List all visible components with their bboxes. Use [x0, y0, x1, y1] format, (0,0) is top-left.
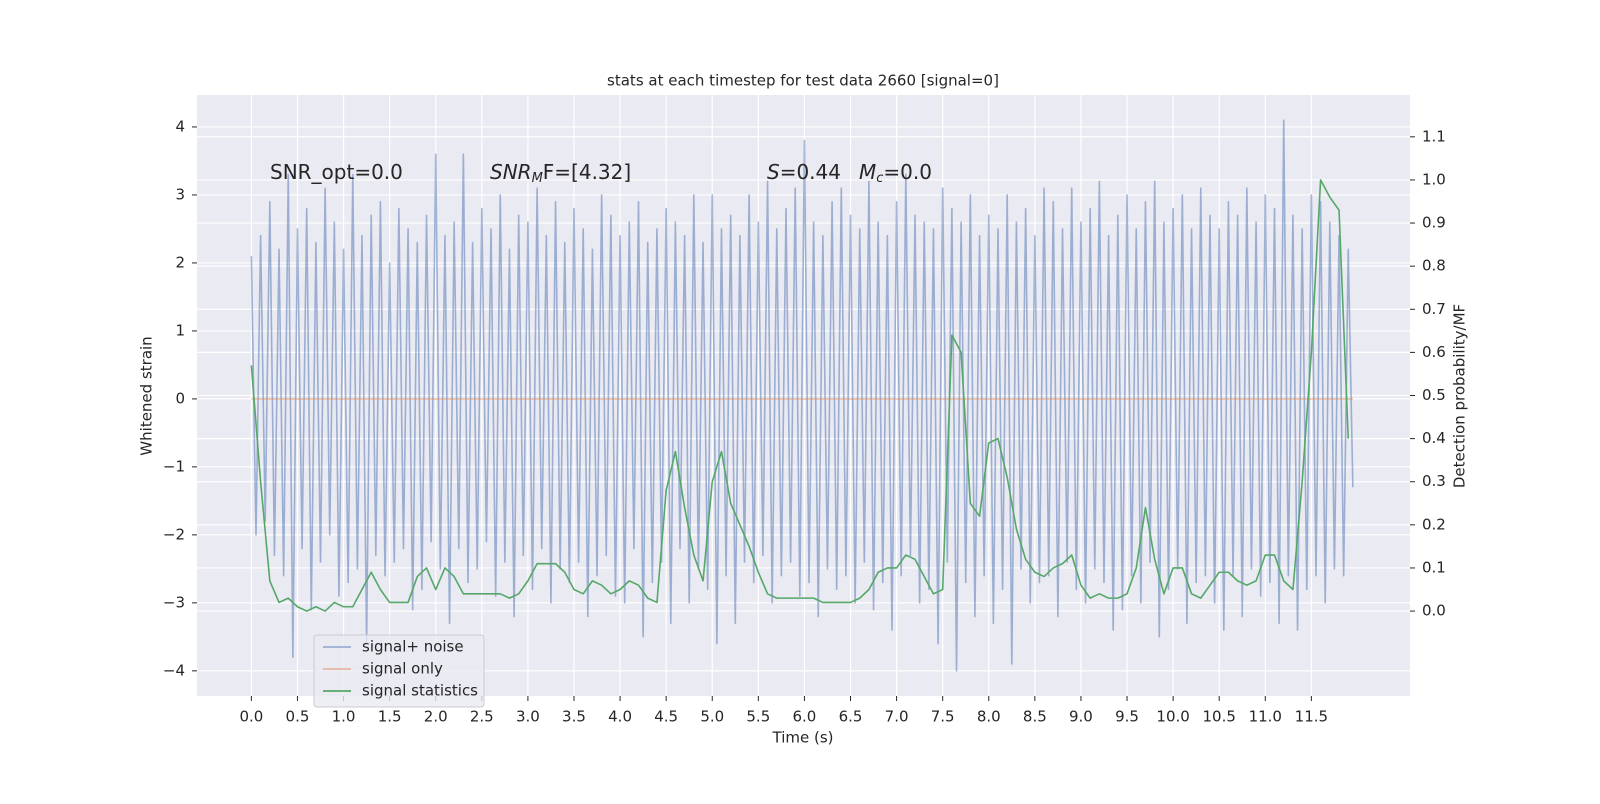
x-tick-label: 4.0: [608, 708, 632, 726]
x-tick-label: 11.0: [1249, 708, 1282, 726]
x-tick-label: 1.5: [378, 708, 402, 726]
y-tick-label: −3: [163, 593, 185, 611]
annotation: Mc=0.0: [859, 160, 932, 186]
y2-tick-label: 0.3: [1422, 472, 1446, 490]
legend-label: signal+ noise: [362, 638, 464, 656]
y2-tick-label: 0.1: [1422, 558, 1446, 576]
x-tick-label: 8.5: [1023, 708, 1047, 726]
x-tick-label: 9.5: [1115, 708, 1139, 726]
annotation: S=0.44: [767, 160, 841, 184]
x-tick-label: 8.0: [977, 708, 1001, 726]
x-tick-label: 7.5: [931, 708, 955, 726]
y2-tick-label: 0.2: [1422, 515, 1446, 533]
y-tick-label: 2: [175, 253, 185, 271]
legend-box: [313, 634, 485, 708]
y2-axis-label: Detection probability/MF: [1451, 304, 1469, 488]
grid: [197, 95, 1410, 696]
x-tick-label: 5.5: [746, 708, 770, 726]
x-tick-label: 1.0: [332, 708, 356, 726]
annotation-part: S: [767, 160, 780, 184]
annotation-part: SNR: [490, 160, 532, 184]
y2-tick-label: 0.5: [1422, 386, 1446, 404]
x-tick-label: 11.5: [1295, 708, 1328, 726]
annotation-part: =0.0: [883, 160, 932, 184]
x-tick-label: 4.5: [654, 708, 678, 726]
y2-tick-label: 0.9: [1422, 214, 1446, 232]
y-tick-label: −2: [163, 525, 185, 543]
annotation-part: M: [859, 160, 876, 184]
x-tick-label: 2.5: [470, 708, 494, 726]
annotation-part: c: [876, 171, 883, 186]
y2-tick-label: 1.1: [1422, 127, 1446, 145]
annotation: SNRMF=[4.32]: [490, 160, 631, 186]
y2-tick-label: 0.7: [1422, 300, 1446, 318]
y2-tick-label: 0.8: [1422, 257, 1446, 275]
x-tick-label: 0.5: [286, 708, 310, 726]
x-tick-label: 10.5: [1202, 708, 1235, 726]
annotation-part: =0.44: [780, 160, 841, 184]
y-tick-label: 0: [175, 389, 185, 407]
x-tick-label: 2.0: [424, 708, 448, 726]
annotation-part: F=[4.32]: [543, 160, 631, 184]
x-tick-label: 3.5: [562, 708, 586, 726]
y2-tick-label: 0.4: [1422, 429, 1446, 447]
annotation-part: M: [532, 171, 543, 186]
series-line: [250, 119, 1354, 672]
x-tick-label: 5.0: [700, 708, 724, 726]
annotation-part: SNR_opt=0.0: [270, 160, 403, 184]
y2-tick-label: 1.0: [1422, 170, 1446, 188]
overlay: signal+ noise signal only signal statistic…: [192, 126, 1415, 708]
legend-label: signal statistics: [362, 682, 478, 700]
y-axis-label: Whitened strain: [138, 336, 156, 455]
y-tick-label: 3: [175, 185, 185, 203]
legend-label: signal only: [362, 660, 443, 678]
y-tick-label: −4: [163, 661, 185, 679]
x-tick-label: 3.0: [516, 708, 540, 726]
x-tick-label: 7.0: [885, 708, 909, 726]
x-tick-label: 6.0: [792, 708, 816, 726]
y-tick-label: 4: [175, 117, 185, 135]
y2-tick-label: 0.0: [1422, 602, 1446, 620]
x-axis-label: Time (s): [772, 729, 834, 747]
plot-lines: [250, 119, 1354, 672]
y-tick-label: 1: [175, 321, 185, 339]
y-tick-label: −1: [163, 457, 185, 475]
y2-tick-label: 0.6: [1422, 343, 1446, 361]
x-tick-label: 6.5: [839, 708, 863, 726]
x-tick-label: 0.0: [239, 708, 263, 726]
x-tick-label: 9.0: [1069, 708, 1093, 726]
series-line: [250, 179, 1350, 612]
x-tick-label: 10.0: [1156, 708, 1189, 726]
annotation: SNR_opt=0.0: [270, 160, 403, 184]
chart-title: stats at each timestep for test data 266…: [607, 72, 999, 90]
